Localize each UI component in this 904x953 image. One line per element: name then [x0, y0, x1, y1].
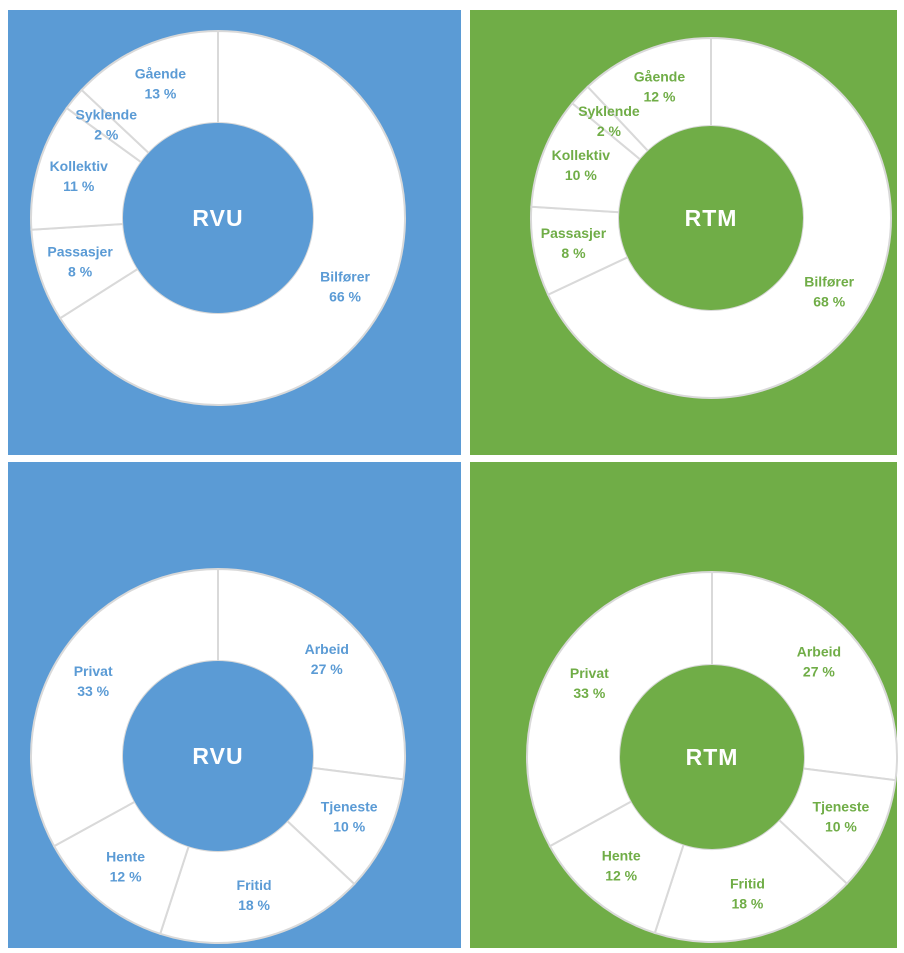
slice-value-label: 10 %: [565, 167, 597, 183]
center-title: RTM: [685, 205, 738, 231]
center-title: RVU: [192, 743, 243, 769]
slice-value-label: 10 %: [825, 818, 857, 834]
donut-chart: Bilfører 66 % Passasjer 8 % Kollektiv 11 % Syk…: [8, 10, 461, 455]
donut-chart: Bilfører 68 % Passasjer 8 % Kollektiv 10 % Syk…: [470, 10, 897, 455]
donut-chart: Arbeid 27 % Tjeneste 10 % Fritid 18 % Hente 12 …: [470, 462, 898, 948]
slice-value-label: 12 %: [110, 868, 142, 884]
slice-category-label: Privat: [74, 663, 113, 679]
slice-value-label: 66 %: [329, 289, 361, 305]
slice-value-label: 12 %: [605, 868, 637, 884]
slice-value-label: 68 %: [813, 294, 845, 310]
slice-value-label: 18 %: [731, 896, 763, 912]
donut-slice: [30, 567, 219, 848]
slice-value-label: 27 %: [311, 661, 343, 677]
slice-value-label: 27 %: [803, 663, 835, 679]
donut-slice: [217, 567, 406, 781]
slice-value-label: 13 %: [144, 86, 176, 102]
slice-category-label: Tjeneste: [321, 798, 378, 814]
slice-value-label: 18 %: [238, 897, 270, 913]
donut-chart: Arbeid 27 % Tjeneste 10 % Fritid 18 % Hente 12 …: [8, 462, 461, 948]
slice-value-label: 2 %: [597, 123, 622, 139]
slice-category-label: Bilfører: [804, 274, 854, 290]
slice-category-label: Gående: [634, 69, 686, 85]
center-title: RTM: [686, 744, 739, 770]
slice-category-label: Hente: [602, 848, 641, 864]
slice-value-label: 11 %: [63, 178, 95, 194]
slice-category-label: Arbeid: [305, 641, 349, 657]
slice-category-label: Fritid: [730, 876, 765, 892]
slice-category-label: Fritid: [237, 877, 272, 893]
slice-value-label: 2 %: [94, 126, 119, 142]
slice-category-label: Arbeid: [797, 643, 841, 659]
donut-hole: [619, 126, 803, 310]
center-title: RVU: [192, 205, 243, 231]
slice-value-label: 33 %: [573, 685, 605, 701]
slice-value-label: 8 %: [68, 264, 93, 280]
donut-hole: [123, 123, 313, 313]
slice-category-label: Gående: [135, 66, 187, 82]
slice-value-label: 33 %: [77, 683, 109, 699]
slice-category-label: Kollektiv: [50, 158, 109, 174]
donut-hole: [123, 661, 313, 851]
slice-category-label: Passasjer: [47, 244, 113, 260]
slice-category-label: Hente: [106, 848, 145, 864]
donut-hole: [620, 665, 804, 849]
slice-value-label: 8 %: [561, 245, 586, 261]
slice-value-label: 10 %: [333, 818, 365, 834]
slice-category-label: Privat: [570, 665, 609, 681]
slice-category-label: Tjeneste: [813, 798, 870, 814]
slice-category-label: Kollektiv: [552, 147, 611, 163]
slice-category-label: Syklende: [578, 103, 640, 119]
donut-slice: [711, 570, 898, 782]
slice-category-label: Passasjer: [541, 225, 607, 241]
slice-category-label: Syklende: [76, 106, 138, 122]
slice-category-label: Bilfører: [320, 269, 370, 285]
slice-value-label: 12 %: [644, 89, 676, 105]
